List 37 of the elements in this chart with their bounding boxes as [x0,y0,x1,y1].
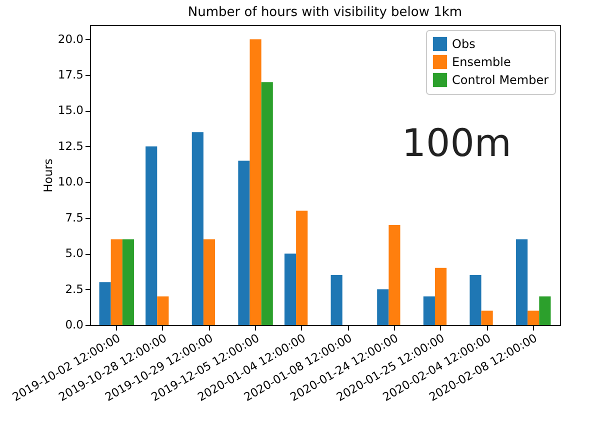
y-tick-label: 10.0 [58,174,84,189]
bar [423,296,435,325]
bar [470,275,482,325]
y-tick-label: 7.5 [65,210,84,224]
y-tick-label: 12.5 [58,138,84,153]
y-tick-label: 15.0 [58,103,84,118]
bar [146,146,158,325]
legend-label: Ensemble [452,55,511,69]
bar [261,82,273,325]
bar [122,239,134,325]
bar [296,210,308,325]
legend-label: Control Member [452,73,549,87]
bar [388,225,400,325]
y-tick-label: 5.0 [65,246,84,260]
bar [192,132,204,325]
bar [434,268,447,325]
y-tick-label: 2.5 [65,282,84,296]
bar [377,289,389,325]
bar [284,254,296,325]
bar [250,39,262,325]
y-tick-label: 0.0 [65,318,84,332]
bar [110,239,122,325]
y-axis-title: Hours [40,158,55,192]
bar [157,296,169,325]
bar [539,296,551,325]
legend-label: Obs [452,37,476,51]
y-tick-label: 20.0 [58,32,84,46]
bar [99,282,111,325]
bar [481,310,493,325]
bar [238,160,250,325]
bar [203,239,216,325]
chart-title: Number of hours with visibility below 1km [188,5,462,20]
bar [516,239,528,325]
annotation: 100m [402,121,512,165]
bar [330,275,342,325]
bar [528,310,540,325]
y-tick-label: 17.5 [58,68,84,82]
